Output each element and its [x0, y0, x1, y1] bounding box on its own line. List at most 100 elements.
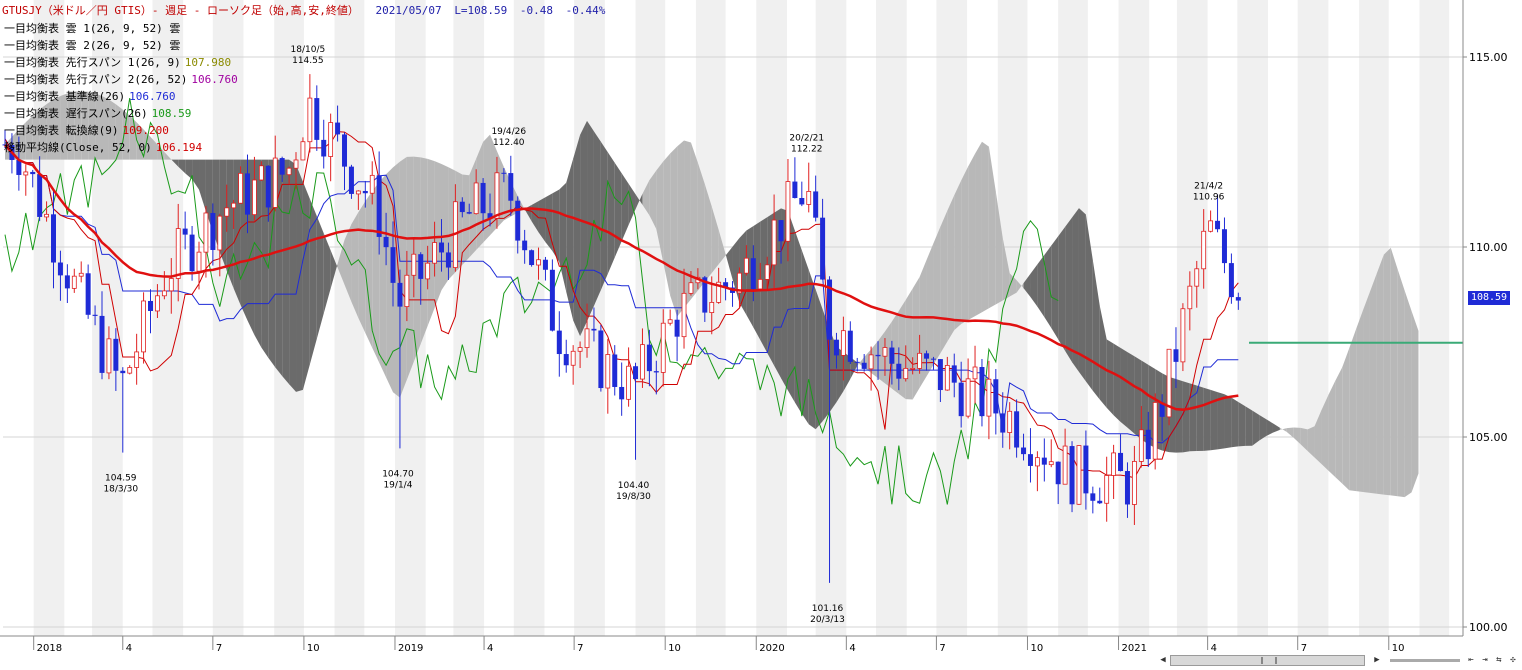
- cloud-segment: [760, 217, 768, 353]
- cloud-segment: [351, 212, 359, 319]
- cloud-segment: [926, 243, 934, 377]
- cloud-segment: [1390, 247, 1398, 497]
- cloud-segment: [1376, 254, 1384, 495]
- candle-body: [750, 258, 756, 289]
- candle-body: [272, 157, 278, 208]
- quote-change: -0.48: [519, 4, 554, 17]
- cloud-segment: [621, 173, 629, 242]
- candle-body: [16, 159, 22, 175]
- candle-body: [584, 328, 590, 348]
- candle-body: [307, 97, 313, 143]
- annotation-label: 112.22: [791, 145, 823, 155]
- cloud-segment: [1342, 348, 1350, 491]
- cloud-segment: [185, 159, 193, 180]
- zoom-in-icon[interactable]: ⇤: [1468, 655, 1474, 665]
- candle-body: [854, 361, 860, 363]
- cloud-segment: [192, 159, 200, 190]
- cloud-segment: [1106, 339, 1114, 416]
- candle-body: [161, 290, 167, 297]
- cloud-segment: [1411, 311, 1419, 493]
- horizontal-scrollbar[interactable]: [1170, 655, 1365, 666]
- fit-icon[interactable]: ⇆: [1496, 655, 1502, 665]
- candle-body: [57, 262, 63, 276]
- legend-item[interactable]: 移動平均線(Close, 52, 0) 106.194: [4, 139, 238, 156]
- candle-body: [44, 213, 49, 218]
- candle-body: [1180, 308, 1186, 363]
- legend-label: 移動平均線(Close, 52, 0): [4, 141, 152, 154]
- x-tick-label: 10: [1392, 643, 1405, 654]
- cloud-segment: [1127, 352, 1135, 434]
- annotation-label: 114.55: [292, 56, 324, 66]
- cloud-segment: [670, 146, 678, 317]
- legend-item[interactable]: 一目均衡表 雲 2(26, 9, 52) 雲: [4, 37, 238, 54]
- legend-value: 106.760: [129, 90, 176, 103]
- cloud-segment: [1113, 343, 1121, 422]
- legend-item[interactable]: 一目均衡表 遅行スパン(26) 108.59: [4, 105, 238, 122]
- x-tick-label: 7: [216, 643, 222, 654]
- candle-body: [85, 273, 91, 315]
- cloud-segment: [1279, 427, 1287, 432]
- cloud-segment: [1300, 427, 1308, 451]
- cloud-segment: [434, 161, 442, 308]
- cloud-segment: [801, 250, 809, 425]
- cloud-segment: [226, 159, 234, 289]
- candle-body: [646, 344, 652, 372]
- cloud-segment: [1078, 208, 1086, 382]
- candle-body: [64, 275, 70, 289]
- cloud-segment: [39, 104, 47, 160]
- legend-item[interactable]: 一目均衡表 先行スパン 2(26, 52) 106.760: [4, 71, 238, 88]
- cloud-segment: [178, 159, 186, 174]
- legend-item[interactable]: 一目均衡表 転換線(9) 109.200: [4, 122, 238, 139]
- legend-label: 一目均衡表 雲 2(26, 9, 52) 雲: [4, 39, 181, 52]
- scroll-right-icon[interactable]: ▶: [1374, 655, 1380, 665]
- candle-body: [425, 262, 431, 280]
- candle-body: [529, 250, 535, 266]
- cloud-segment: [67, 91, 75, 160]
- quote-last: L=108.59: [454, 4, 508, 17]
- candle-body: [515, 200, 521, 241]
- candle-body: [591, 328, 597, 331]
- x-tick-label: 10: [668, 643, 681, 654]
- cloud-segment: [1092, 260, 1100, 400]
- expand-icon[interactable]: ✣: [1510, 655, 1516, 665]
- x-tick-label: 4: [1211, 643, 1217, 654]
- candle-body: [737, 272, 742, 294]
- legend-item[interactable]: 一目均衡表 先行スパン 1(26, 9) 107.980: [4, 54, 238, 71]
- scrollbar-grip[interactable]: [1261, 657, 1277, 664]
- candle-body: [210, 212, 216, 250]
- cloud-segment: [399, 156, 407, 398]
- cloud-segment: [988, 146, 996, 309]
- candle-body: [335, 122, 341, 135]
- grid-band: [635, 0, 666, 636]
- candle-body: [536, 259, 541, 266]
- candle-body: [1090, 493, 1096, 501]
- candle-body: [986, 378, 992, 417]
- legend-item[interactable]: 一目均衡表 雲 1(26, 9, 52) 雲: [4, 20, 238, 37]
- zoom-slider[interactable]: [1390, 659, 1460, 662]
- cloud-segment: [1397, 269, 1405, 498]
- quote-change-pct: -0.44%: [565, 4, 606, 17]
- cloud-segment: [718, 229, 726, 265]
- grid-band: [1237, 0, 1269, 636]
- candle-body: [833, 339, 839, 356]
- candle-body: [556, 330, 562, 355]
- cloud-segment: [1217, 392, 1225, 450]
- annotation-label: 18/3/30: [103, 485, 138, 495]
- chart-title-bar: GTUSJY（米ドル／円 GTIS）- 週足 - ローソク足（始,高,安,終値）…: [2, 2, 605, 18]
- cloud-segment: [677, 140, 685, 317]
- candle-body: [612, 354, 618, 387]
- scroll-left-icon[interactable]: ◀: [1160, 655, 1166, 665]
- legend-item[interactable]: 一目均衡表 基準線(26) 106.760: [4, 88, 238, 105]
- candle-body: [217, 215, 223, 251]
- candle-body: [439, 242, 445, 253]
- cloud-segment: [282, 159, 290, 385]
- candle-body: [889, 347, 895, 364]
- legend-value: 106.194: [155, 141, 203, 154]
- candle-body: [175, 228, 181, 279]
- legend-value: 109.200: [122, 124, 169, 137]
- candle-body: [1201, 230, 1207, 270]
- annotation-label: 104.70: [382, 469, 414, 479]
- candle-body: [321, 139, 327, 157]
- zoom-out-icon[interactable]: ⇥: [1482, 655, 1488, 665]
